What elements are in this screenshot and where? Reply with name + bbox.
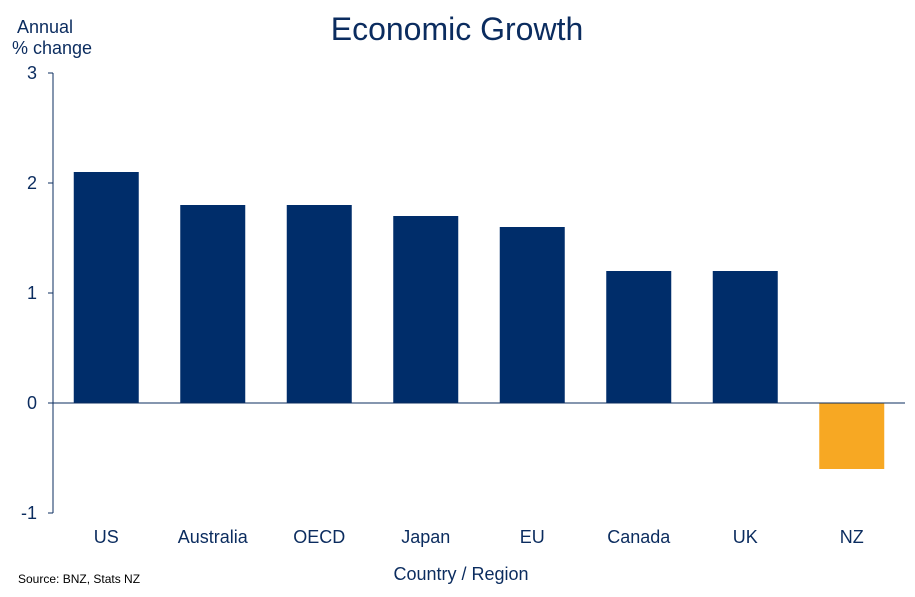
x-tick-label-canada: Canada [607,527,671,547]
y-axis-ticks: -1 0 1 2 3 [21,63,53,523]
y-axis-label-line-1: Annual [17,17,73,37]
y-tick-label: 3 [27,63,37,83]
x-axis-tick-labels: US Australia OECD Japan EU Canada UK NZ [94,527,864,547]
bars [73,172,885,469]
bar-us [73,172,139,403]
x-tick-label-nz: NZ [840,527,864,547]
y-tick-label: 2 [27,173,37,193]
y-tick-label: 1 [27,283,37,303]
bar-nz [819,403,885,469]
bar-canada [606,271,672,403]
y-tick-label: -1 [21,503,37,523]
x-tick-label-japan: Japan [401,527,450,547]
bar-oecd [286,205,352,403]
x-tick-label-uk: UK [733,527,758,547]
x-tick-label-eu: EU [520,527,545,547]
x-axis-label: Country / Region [393,564,528,584]
x-tick-label-australia: Australia [178,527,249,547]
bar-japan [393,216,459,403]
y-tick-label: 0 [27,393,37,413]
bar-uk [712,271,778,403]
bar-eu [499,227,565,403]
x-tick-label-us: US [94,527,119,547]
y-axis-label-line-2: % change [12,38,92,58]
source-note: Source: BNZ, Stats NZ [18,572,140,586]
x-tick-label-oecd: OECD [293,527,345,547]
bar-australia [180,205,246,403]
chart-title: Economic Growth [331,11,584,47]
